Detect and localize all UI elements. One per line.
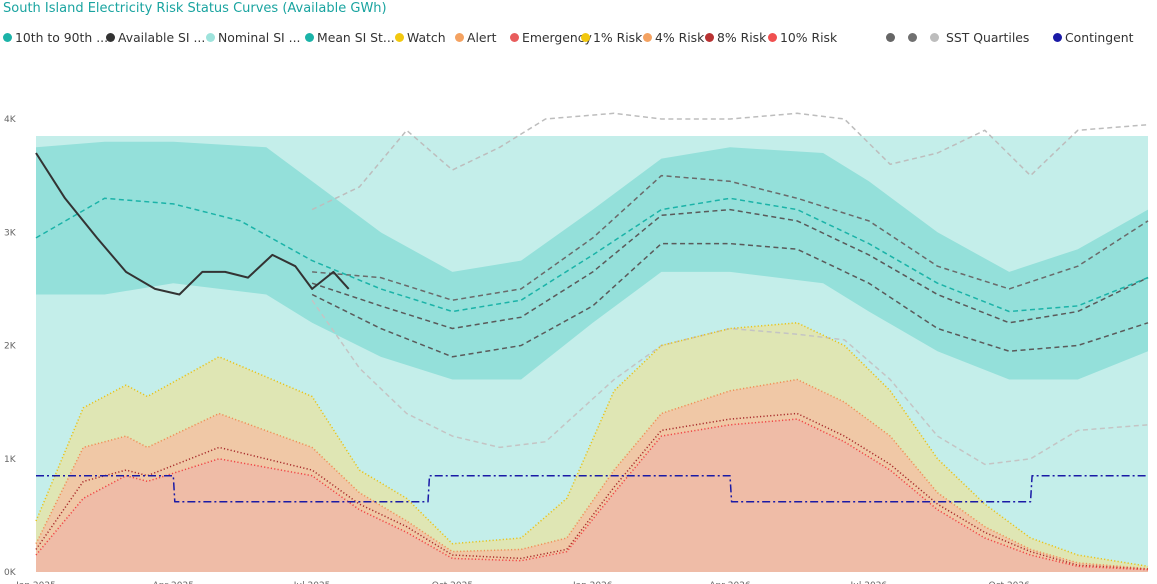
- series-contingent: [36, 474, 1148, 503]
- legend-marker: [395, 33, 404, 42]
- y-tick-label: 0K: [4, 568, 17, 578]
- legend-label: 10% Risk: [780, 30, 838, 45]
- legend-marker: [206, 33, 215, 42]
- legend-label: Nominal SI ...: [218, 30, 301, 45]
- legend-marker: [455, 33, 464, 42]
- series-q1: [312, 174, 1149, 301]
- legend-marker: [305, 33, 314, 42]
- legend-item[interactable]: Alert: [455, 30, 497, 45]
- legend-item[interactable]: Emergency: [510, 30, 592, 45]
- y-tick-label: 3K: [4, 228, 17, 238]
- legend-label: Emergency: [522, 30, 592, 45]
- legend-label: 8% Risk: [717, 30, 767, 45]
- legend-label: Mean SI St...: [317, 30, 395, 45]
- legend-marker: [930, 33, 939, 42]
- legend-item[interactable]: SST Quartiles: [886, 30, 1029, 45]
- legend-item[interactable]: Contingent: [1053, 30, 1133, 45]
- legend-marker: [908, 33, 917, 42]
- series-q4: [311, 112, 1149, 211]
- legend-label: 1% Risk: [593, 30, 643, 45]
- x-tick-label: Oct 2025: [432, 581, 473, 584]
- chart-legend: 10th to 90th ... Available SI ... Nominal …: [3, 30, 1153, 46]
- legend-marker: [581, 33, 590, 42]
- legend-item[interactable]: Watch: [395, 30, 446, 45]
- legend-marker: [510, 33, 519, 42]
- legend-marker: [705, 33, 714, 42]
- legend-item[interactable]: Available SI ...: [106, 30, 205, 45]
- legend-label: 4% Risk: [655, 30, 705, 45]
- legend-label: Available SI ...: [118, 30, 206, 45]
- legend-marker: [106, 33, 115, 42]
- x-tick-label: Jan 2025: [15, 581, 56, 584]
- legend-label: SST Quartiles: [946, 30, 1030, 45]
- series-q3: [311, 242, 1149, 358]
- legend-item[interactable]: 10th to 90th ...: [3, 30, 108, 45]
- x-tick-label: Apr 2025: [153, 581, 194, 584]
- legend-marker: [1053, 33, 1062, 42]
- legend-item[interactable]: 8% Risk: [705, 30, 766, 45]
- legend-marker: [886, 33, 895, 42]
- legend-marker: [768, 33, 777, 42]
- x-tick-label: Jul 2026: [850, 581, 888, 584]
- series-band: [36, 141, 1148, 380]
- legend-item[interactable]: Mean SI St...: [305, 30, 395, 45]
- x-tick-label: Apr 2026: [709, 581, 751, 584]
- legend-label: Alert: [467, 30, 497, 45]
- legend-label: 10th to 90th ...: [15, 30, 109, 45]
- y-tick-label: 2K: [4, 342, 17, 352]
- series-risk8: [35, 412, 1149, 570]
- legend-item[interactable]: 1% Risk: [581, 30, 642, 45]
- series-risk1: [35, 322, 1149, 568]
- series-risk4: [35, 378, 1149, 570]
- legend-item[interactable]: 4% Risk: [643, 30, 704, 45]
- legend-label: Watch: [407, 30, 446, 45]
- x-tick-label: Oct 2026: [989, 581, 1031, 584]
- x-tick-label: Jul 2025: [293, 581, 331, 584]
- legend-item[interactable]: 10% Risk: [768, 30, 837, 45]
- legend-marker: [643, 33, 652, 42]
- x-tick-label: Jan 2026: [572, 581, 613, 584]
- series-q5: [311, 299, 1149, 466]
- legend-marker: [3, 33, 12, 42]
- y-tick-label: 4K: [4, 115, 17, 125]
- series-emergency: [36, 419, 1148, 572]
- legend-item[interactable]: Nominal SI ...: [206, 30, 300, 45]
- series-mean: [35, 197, 1149, 313]
- legend-label: Contingent: [1065, 30, 1134, 45]
- y-tick-label: 1K: [4, 455, 17, 465]
- series-available: [35, 152, 350, 296]
- chart-title: South Island Electricity Risk Status Cur…: [3, 1, 387, 16]
- series-q2: [311, 208, 1149, 330]
